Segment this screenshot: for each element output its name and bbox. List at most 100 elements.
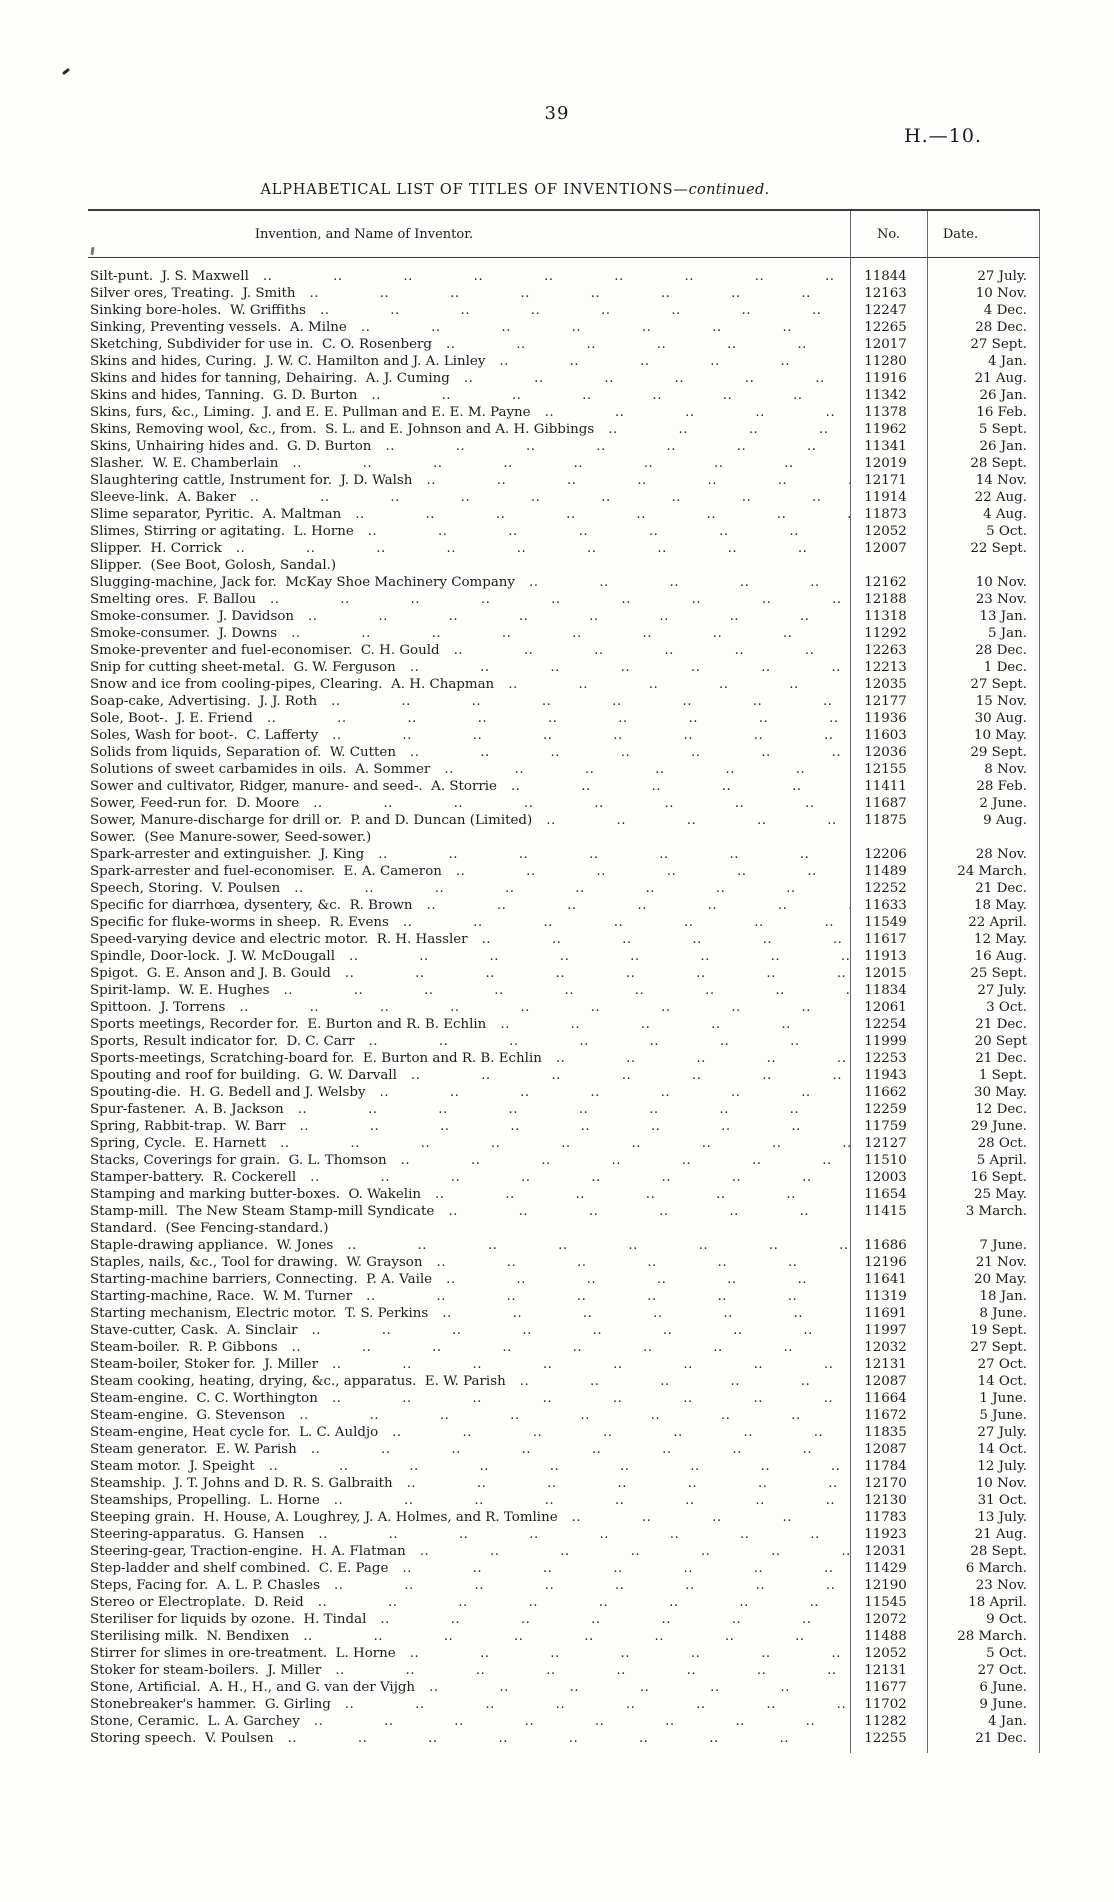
dot-leader: .. .. .. .. .. .. .. .. .. .. .. .. .. .… — [435, 1187, 850, 1202]
invention-text: Sinking, Preventing vessels. A. Milne — [90, 320, 347, 335]
table-row: Solids from liquids, Separation of. W. C… — [88, 744, 1040, 761]
table-row: Spark-arrester and fuel-economiser. E. A… — [88, 863, 1040, 880]
invention-cell: Sower, Feed-run for. D. Moore .. .. .. ..… — [88, 795, 850, 812]
dot-leader: .. .. .. .. .. .. .. .. .. .. .. .. .. .… — [426, 898, 850, 913]
invention-cell: Skins, Unhairing hides and. G. D. Burton… — [88, 438, 850, 455]
table-row: Slipper. H. Corrick .. .. .. .. .. .. .. … — [88, 540, 1040, 557]
invention-text: Staples, nails, &c., Tool for drawing. W… — [90, 1255, 423, 1270]
invention-cell: Slipper. H. Corrick .. .. .. .. .. .. .. … — [88, 540, 850, 557]
table-row: Steamships, Propelling. L. Horne .. .. ..… — [88, 1492, 1040, 1509]
patent-date: 28 Dec. — [975, 320, 1027, 335]
patent-date: 30 May. — [973, 1085, 1027, 1100]
invention-cell: Steam cooking, heating, drying, &c., app… — [88, 1373, 850, 1390]
patent-date: 25 May. — [973, 1187, 1027, 1202]
patent-date: 28 Oct. — [977, 1136, 1027, 1151]
patent-date: 9 Aug. — [983, 813, 1027, 828]
table-row: Step-ladder and shelf combined. C. E. Pa… — [88, 1560, 1040, 1577]
patent-date: 8 Nov. — [984, 762, 1027, 777]
dot-leader: .. .. .. .. .. .. .. .. .. .. .. .. .. .… — [268, 1459, 850, 1474]
invention-text: Staple-drawing appliance. W. Jones — [90, 1238, 334, 1253]
invention-text: Steam-engine. G. Stevenson — [90, 1408, 286, 1423]
table-right-border — [1039, 211, 1040, 1753]
title-continued: continued. — [688, 182, 770, 198]
table-row: Steriliser for liquids by ozone. H. Tind… — [88, 1611, 1040, 1628]
patent-number: 12127 — [864, 1136, 907, 1151]
table-row: Smoke-consumer. J. Davidson .. .. .. .. .… — [88, 608, 1040, 625]
invention-cell: Steam-engine, Heat cycle for. L. C. Auld… — [88, 1424, 850, 1441]
dot-leader: .. .. .. .. .. .. .. .. .. .. .. .. .. .… — [344, 1697, 850, 1712]
table-row: Stamping and marking butter-boxes. O. Wa… — [88, 1186, 1040, 1203]
invention-cell: Sleeve-link. A. Baker .. .. .. .. .. .. .… — [88, 489, 850, 506]
table-row: Stirrer for slimes in ore-treatment. L. … — [88, 1645, 1040, 1662]
patent-number: 11280 — [864, 354, 907, 369]
patent-date: 12 July. — [977, 1459, 1027, 1474]
table-row: Skins, furs, &c., Liming. J. and E. E. P… — [88, 404, 1040, 421]
patent-number: 11677 — [864, 1680, 907, 1695]
invention-cell: Stone, Artificial. A. H., H., and G. van… — [88, 1679, 850, 1696]
patent-date: 28 Feb. — [976, 779, 1027, 794]
patent-date: 5 Jan. — [987, 626, 1027, 641]
invention-cell: Staple-drawing appliance. W. Jones .. .. … — [88, 1237, 850, 1254]
dot-leader: .. .. .. .. .. .. .. .. .. .. .. .. .. .… — [297, 1102, 850, 1117]
scan-artifact — [61, 67, 71, 76]
patent-number: 11759 — [864, 1119, 907, 1134]
patent-number: 11549 — [864, 915, 907, 930]
invention-text: Steam-boiler, Stoker for. J. Miller — [90, 1357, 319, 1372]
table-row: Sterilising milk. N. Bendixen .. .. .. ..… — [88, 1628, 1040, 1645]
table-row: Speed-varying device and electric motor.… — [88, 931, 1040, 948]
invention-cell: Sole, Boot-. J. E. Friend .. .. .. .. .. … — [88, 710, 850, 727]
patent-date: 5 Oct. — [986, 1646, 1027, 1661]
invention-text: Silt-punt. J. S. Maxwell — [90, 269, 249, 284]
patent-number: 12155 — [864, 762, 907, 777]
invention-text: Solutions of sweet carbamides in oils. A… — [90, 762, 431, 777]
dot-leader: .. .. .. .. .. .. .. .. .. .. .. .. .. .… — [280, 1136, 850, 1151]
invention-cell: Solutions of sweet carbamides in oils. A… — [88, 761, 850, 778]
table-row: Steam-boiler, Stoker for. J. Miller .. ..… — [88, 1356, 1040, 1373]
patent-date: 7 June. — [979, 1238, 1027, 1253]
patent-date: 29 Sept. — [970, 745, 1027, 760]
dot-leader: .. .. .. .. .. .. .. .. .. .. .. .. .. .… — [318, 1527, 850, 1542]
invention-cell: Spring, Cycle. E. Harnett .. .. .. .. .. … — [88, 1135, 850, 1152]
table-row: Sower and cultivator, Ridger, manure- an… — [88, 778, 1040, 795]
invention-cell: Snow and ice from cooling-pipes, Clearin… — [88, 676, 850, 693]
dot-leader: .. .. .. .. .. .. .. .. .. .. .. .. .. .… — [235, 541, 850, 556]
patent-number: 11873 — [864, 507, 907, 522]
patent-date: 19 Sept. — [970, 1323, 1027, 1338]
invention-cell: Sports meetings, Recorder for. E. Burton… — [88, 1016, 850, 1033]
invention-cell: Spindle, Door-lock. J. W. McDougall .. ..… — [88, 948, 850, 965]
table-row: Standard. (See Fencing-standard.) — [88, 1220, 1040, 1237]
dot-leader: .. .. .. .. .. .. .. .. .. .. .. .. .. .… — [291, 1340, 850, 1355]
table-row: Sower. (See Manure-sower, Seed-sower.) — [88, 829, 1040, 846]
dot-leader: .. .. .. .. .. .. .. .. .. .. .. .. .. .… — [331, 1391, 850, 1406]
patent-date: 28 Sept. — [970, 456, 1027, 471]
invention-cell: Steriliser for liquids by ozone. H. Tind… — [88, 1611, 850, 1628]
patent-number: 11923 — [864, 1527, 907, 1542]
invention-text: Smoke-consumer. J. Downs — [90, 626, 278, 641]
dot-leader: .. .. .. .. .. .. .. .. .. .. .. .. .. .… — [508, 677, 850, 692]
dot-leader: .. .. .. .. .. .. .. .. .. .. .. .. .. .… — [333, 1578, 850, 1593]
dot-leader: .. .. .. .. .. .. .. .. .. .. .. .. .. .… — [311, 1323, 850, 1338]
invention-text: Sports, Result indicator for. D. C. Carr — [90, 1034, 355, 1049]
invention-text: Spindle, Door-lock. J. W. McDougall — [90, 949, 335, 964]
patent-number: 11510 — [864, 1153, 907, 1168]
table-row: Steering-apparatus. G. Hansen .. .. .. ..… — [88, 1526, 1040, 1543]
table-row: Spittoon. J. Torrens .. .. .. .. .. .. ..… — [88, 999, 1040, 1016]
patent-date: 21 Aug. — [974, 1527, 1027, 1542]
patent-date: 29 June. — [970, 1119, 1027, 1134]
table-row: Stone, Ceramic. L. A. Garchey .. .. .. ..… — [88, 1713, 1040, 1730]
invention-text: Snow and ice from cooling-pipes, Clearin… — [90, 677, 495, 692]
invention-text: Sleeve-link. A. Baker — [90, 490, 236, 505]
invention-text: Skins and hides, Curing. J. W. C. Hamilt… — [90, 354, 486, 369]
invention-text: Sketching, Subdivider for use in. C. O. … — [90, 337, 432, 352]
invention-cell: Spirit-lamp. W. E. Hughes .. .. .. .. .. … — [88, 982, 850, 999]
invention-cell: Steamship. J. T. Johns and D. R. S. Galb… — [88, 1475, 850, 1492]
table-row: Spindle, Door-lock. J. W. McDougall .. ..… — [88, 948, 1040, 965]
dot-leader: .. .. .. .. .. .. .. .. .. .. .. .. .. .… — [291, 626, 850, 641]
invention-text: Spur-fastener. A. B. Jackson — [90, 1102, 284, 1117]
dot-leader: .. .. .. .. .. .. .. .. .. .. .. .. .. .… — [500, 1017, 850, 1032]
dot-leader: .. .. .. .. .. .. .. .. .. .. .. .. .. .… — [371, 388, 850, 403]
patent-number: 12163 — [864, 286, 907, 301]
invention-text: Spring, Rabbit-trap. W. Barr — [90, 1119, 286, 1134]
patent-date: 3 Oct. — [986, 1000, 1027, 1015]
invention-cell: Sower. (See Manure-sower, Seed-sower.) — [88, 829, 850, 846]
